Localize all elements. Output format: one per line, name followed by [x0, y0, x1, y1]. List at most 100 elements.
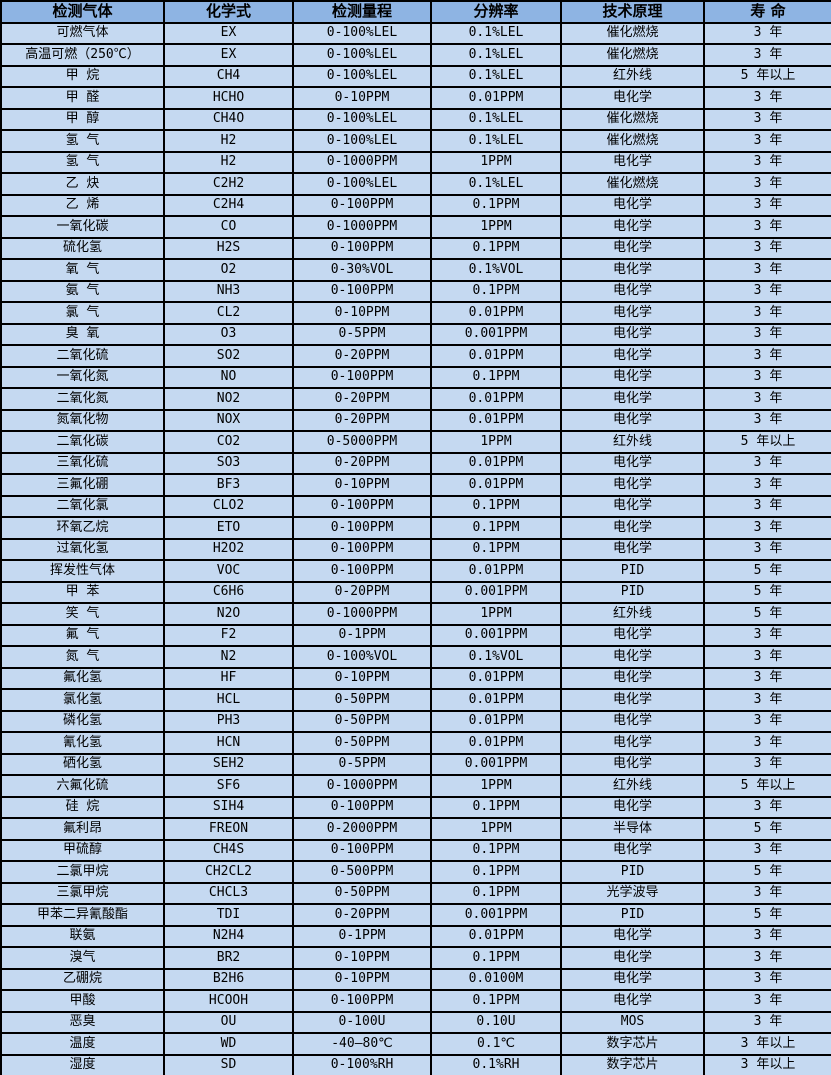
- cell-resolution: 0.1PPM: [430, 881, 562, 905]
- cell-range: 0-10PPM: [292, 86, 432, 110]
- cell-resolution: 1PPM: [430, 430, 562, 454]
- cell-range: 0-1000PPM: [292, 150, 432, 174]
- cell-range: 0-50PPM: [292, 881, 432, 905]
- cell-formula: HCN: [163, 731, 294, 755]
- cell-lifespan: 3 年: [703, 838, 831, 862]
- cell-formula: N2H4: [163, 924, 294, 948]
- cell-principle: 电化学: [560, 494, 705, 518]
- cell-resolution: 0.01PPM: [430, 473, 562, 497]
- cell-gas: 二氯甲烷: [0, 860, 165, 884]
- cell-resolution: 0.1PPM: [430, 989, 562, 1013]
- cell-formula: C6H6: [163, 580, 294, 604]
- cell-formula: CH4O: [163, 107, 294, 131]
- cell-range: 0-20PPM: [292, 408, 432, 432]
- cell-gas: 溴气: [0, 946, 165, 970]
- cell-range: -40—80℃: [292, 1032, 432, 1056]
- cell-formula: N2: [163, 645, 294, 669]
- cell-principle: PID: [560, 580, 705, 604]
- cell-principle: 半导体: [560, 817, 705, 841]
- cell-lifespan: 3 年: [703, 473, 831, 497]
- cell-formula: C2H2: [163, 172, 294, 196]
- cell-principle: 电化学: [560, 924, 705, 948]
- cell-formula: BF3: [163, 473, 294, 497]
- cell-principle: 电化学: [560, 537, 705, 561]
- cell-gas: 氟化氢: [0, 666, 165, 690]
- cell-gas: 氢 气: [0, 150, 165, 174]
- cell-resolution: 0.1%VOL: [430, 645, 562, 669]
- cell-lifespan: 5 年: [703, 602, 831, 626]
- cell-principle: 电化学: [560, 387, 705, 411]
- cell-lifespan: 3 年: [703, 516, 831, 540]
- cell-formula: H2: [163, 129, 294, 153]
- table-row: 湿度 SD 0-100%RH 0.1%RH 数字芯片 3 年以上: [0, 1053, 831, 1075]
- table-row: 乙硼烷 B2H6 0-10PPM 0.0100M 电化学 3 年: [0, 967, 831, 991]
- cell-range: 0-10PPM: [292, 301, 432, 325]
- cell-lifespan: 3 年: [703, 215, 831, 239]
- cell-principle: 电化学: [560, 795, 705, 819]
- cell-range: 0-10PPM: [292, 666, 432, 690]
- cell-principle: 电化学: [560, 236, 705, 260]
- cell-formula: NO2: [163, 387, 294, 411]
- header-gas: 检测气体: [0, 0, 165, 24]
- table-header: 检测气体 化学式 检测量程 分辨率 技术原理 寿 命: [0, 0, 831, 24]
- cell-resolution: 0.1PPM: [430, 838, 562, 862]
- cell-formula: CLO2: [163, 494, 294, 518]
- cell-lifespan: 3 年: [703, 408, 831, 432]
- cell-formula: NOX: [163, 408, 294, 432]
- cell-principle: MOS: [560, 1010, 705, 1034]
- cell-resolution: 0.1%LEL: [430, 129, 562, 153]
- cell-gas: 过氧化氢: [0, 537, 165, 561]
- cell-range: 0-2000PPM: [292, 817, 432, 841]
- cell-lifespan: 3 年: [703, 322, 831, 346]
- cell-range: 0-100%LEL: [292, 43, 432, 67]
- cell-resolution: 0.01PPM: [430, 688, 562, 712]
- cell-gas: 甲酸: [0, 989, 165, 1013]
- cell-lifespan: 3 年: [703, 43, 831, 67]
- cell-lifespan: 3 年: [703, 150, 831, 174]
- cell-principle: 电化学: [560, 344, 705, 368]
- cell-gas: 氟利昂: [0, 817, 165, 841]
- cell-lifespan: 3 年: [703, 258, 831, 282]
- cell-range: 0-1000PPM: [292, 602, 432, 626]
- cell-range: 0-100PPM: [292, 193, 432, 217]
- cell-lifespan: 5 年以上: [703, 64, 831, 88]
- cell-gas: 温度: [0, 1032, 165, 1056]
- cell-resolution: 0.1PPM: [430, 193, 562, 217]
- cell-range: 0-100PPM: [292, 989, 432, 1013]
- cell-lifespan: 3 年: [703, 301, 831, 325]
- cell-range: 0-100PPM: [292, 537, 432, 561]
- cell-formula: B2H6: [163, 967, 294, 991]
- table-row: 二氯甲烷 CH2CL2 0-500PPM 0.1PPM PID 5 年: [0, 860, 831, 884]
- cell-range: 0-100PPM: [292, 838, 432, 862]
- table-row: 溴气 BR2 0-10PPM 0.1PPM 电化学 3 年: [0, 946, 831, 970]
- table-row: 氰化氢 HCN 0-50PPM 0.01PPM 电化学 3 年: [0, 731, 831, 755]
- cell-gas: 三氟化硼: [0, 473, 165, 497]
- cell-lifespan: 3 年: [703, 86, 831, 110]
- cell-range: 0-500PPM: [292, 860, 432, 884]
- cell-lifespan: 3 年以上: [703, 1053, 831, 1075]
- cell-principle: PID: [560, 559, 705, 583]
- cell-lifespan: 3 年: [703, 645, 831, 669]
- cell-principle: 电化学: [560, 709, 705, 733]
- cell-principle: 红外线: [560, 774, 705, 798]
- cell-formula: O2: [163, 258, 294, 282]
- table-row: 硫化氢 H2S 0-100PPM 0.1PPM 电化学 3 年: [0, 236, 831, 260]
- cell-formula: CO2: [163, 430, 294, 454]
- cell-formula: NO: [163, 365, 294, 389]
- cell-resolution: 0.01PPM: [430, 408, 562, 432]
- cell-formula: H2S: [163, 236, 294, 260]
- cell-lifespan: 3 年: [703, 344, 831, 368]
- cell-lifespan: 3 年: [703, 21, 831, 45]
- cell-formula: CH4: [163, 64, 294, 88]
- header-row: 检测气体 化学式 检测量程 分辨率 技术原理 寿 命: [0, 0, 831, 24]
- cell-gas: 三氧化硫: [0, 451, 165, 475]
- cell-principle: PID: [560, 860, 705, 884]
- cell-lifespan: 3 年: [703, 365, 831, 389]
- table-row: 三氟化硼 BF3 0-10PPM 0.01PPM 电化学 3 年: [0, 473, 831, 497]
- cell-range: 0-50PPM: [292, 731, 432, 755]
- cell-lifespan: 3 年: [703, 279, 831, 303]
- cell-resolution: 0.01PPM: [430, 709, 562, 733]
- cell-lifespan: 3 年: [703, 967, 831, 991]
- table-body: 可燃气体 EX 0-100%LEL 0.1%LEL 催化燃烧 3 年高温可燃（250℃） E…: [0, 21, 831, 1075]
